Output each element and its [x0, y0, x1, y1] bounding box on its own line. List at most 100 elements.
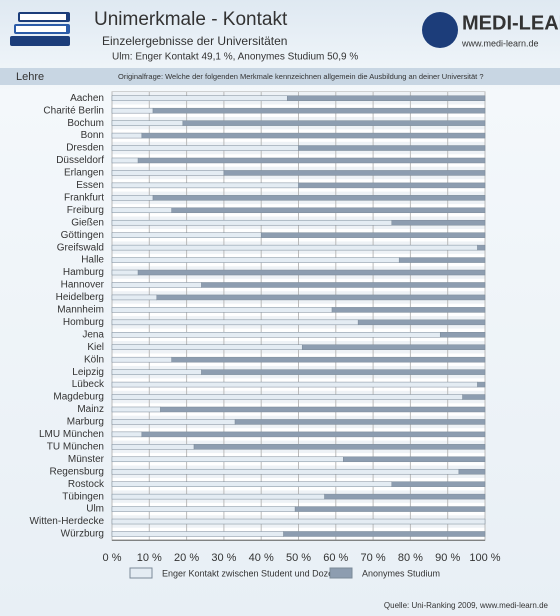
legend-label: Anonymes Studium	[362, 568, 440, 578]
y-tick-label: Würzburg	[61, 529, 104, 540]
bar-segment	[391, 219, 486, 226]
bar-segment	[111, 170, 225, 176]
bar-segment	[111, 531, 284, 537]
bar-segment	[182, 120, 486, 126]
y-tick-label: Hamburg	[63, 267, 104, 278]
bar-segment	[111, 456, 344, 463]
legend-label: Enger Kontakt zwischen Student und Dozen…	[162, 568, 341, 578]
x-tick-label: 90 %	[435, 552, 460, 564]
bar-segment	[111, 444, 195, 450]
bar-segment	[201, 369, 486, 375]
bar-segment	[141, 132, 486, 139]
bar-segment	[111, 294, 158, 301]
bar-segment	[324, 493, 486, 500]
y-tick-label: Homburg	[63, 317, 104, 328]
y-tick-label: Erlangen	[64, 168, 104, 179]
bar-segment	[152, 195, 486, 201]
x-tick-label: 30 %	[211, 552, 236, 564]
x-tick-label: 70 %	[361, 552, 386, 564]
bar-segment	[111, 195, 154, 201]
bar-segment	[331, 307, 486, 313]
bar-segment	[111, 406, 161, 413]
y-tick-label: Münster	[68, 454, 105, 465]
y-tick-label: Rostock	[68, 479, 105, 490]
y-tick-label: Göttingen	[61, 230, 104, 241]
y-tick-label: Köln	[84, 354, 104, 365]
x-tick-label: 60 %	[323, 552, 348, 564]
y-tick-label: Mainz	[77, 404, 104, 415]
bar-segment	[111, 244, 478, 251]
y-tick-label: Hannover	[61, 280, 105, 291]
bar-segment	[193, 444, 486, 450]
y-tick-label: Bochum	[67, 118, 104, 129]
bar-segment	[111, 431, 143, 438]
bar-segment	[111, 145, 299, 151]
y-tick-label: Tübingen	[62, 491, 104, 502]
highlight: Ulm: Enger Kontakt 49,1 %, Anonymes Stud…	[112, 52, 358, 63]
bar-segment	[171, 207, 486, 214]
bar-segment	[171, 356, 486, 363]
bar-segment	[458, 468, 486, 475]
y-tick-label: Magdeburg	[53, 392, 104, 403]
bar-segment	[111, 419, 236, 425]
y-tick-label: Dresden	[66, 143, 104, 154]
y-tick-label: Aachen	[70, 93, 104, 104]
bar-segment	[111, 369, 202, 375]
y-tick-label: Bonn	[81, 130, 104, 141]
logo-url: www.medi-learn.de	[461, 38, 539, 48]
bar-segment	[111, 493, 325, 500]
bar-segment	[298, 145, 486, 151]
bar-segment	[343, 456, 486, 463]
x-tick-label: 40 %	[249, 552, 274, 564]
bar-segment	[137, 269, 486, 276]
bar-segment	[111, 356, 172, 363]
y-tick-label: Witten-Herdecke	[30, 516, 105, 527]
bar-segment	[111, 468, 460, 475]
section: Lehre	[16, 71, 44, 83]
bar-segment	[462, 394, 486, 400]
y-tick-label: Kiel	[87, 342, 104, 353]
source: Quelle: Uni-Ranking 2009, www.medi-learn…	[384, 601, 549, 610]
bar-segment	[111, 481, 392, 487]
bar-segment	[234, 419, 486, 425]
y-tick-label: LMU München	[39, 429, 104, 440]
legend-swatch	[329, 567, 353, 579]
bar-segment	[287, 95, 486, 101]
logo-icon	[422, 12, 458, 48]
x-tick-label: 0 %	[103, 552, 122, 564]
y-tick-label: TU München	[47, 441, 104, 452]
bar-segment	[477, 381, 486, 388]
bar-segment	[477, 244, 486, 251]
y-tick-label: Gießen	[71, 217, 104, 228]
bar-segment	[111, 518, 486, 525]
y-tick-label: Heidelberg	[56, 292, 104, 303]
bar-segment	[111, 219, 392, 226]
y-tick-label: Lübeck	[72, 379, 105, 390]
x-tick-label: 20 %	[174, 552, 199, 564]
bar-segment	[111, 132, 143, 139]
bar-segment	[111, 95, 288, 101]
bar-segment	[111, 257, 400, 263]
bar-segment	[111, 381, 478, 388]
y-tick-label: Düsseldorf	[56, 155, 104, 166]
bar-segment	[111, 394, 463, 400]
y-tick-label: Halle	[81, 255, 104, 266]
bar-segment	[283, 531, 486, 537]
legend-swatch	[129, 567, 153, 579]
bar-segment	[439, 332, 486, 338]
y-tick-label: Ulm	[86, 504, 104, 515]
bar-segment	[111, 319, 359, 326]
bar-segment	[111, 107, 154, 114]
bar-segment	[357, 319, 486, 326]
y-tick-label: Essen	[76, 180, 104, 191]
x-tick-label: 10 %	[137, 552, 162, 564]
bar-segment	[111, 506, 296, 512]
book-icon	[10, 12, 70, 46]
bar-segment	[260, 232, 486, 238]
bar-segment	[111, 232, 262, 238]
bar-segment	[301, 344, 486, 350]
logo: MEDI-LEARN	[462, 12, 560, 34]
y-tick-label: Freiburg	[67, 205, 104, 216]
bar-segment	[141, 431, 486, 438]
